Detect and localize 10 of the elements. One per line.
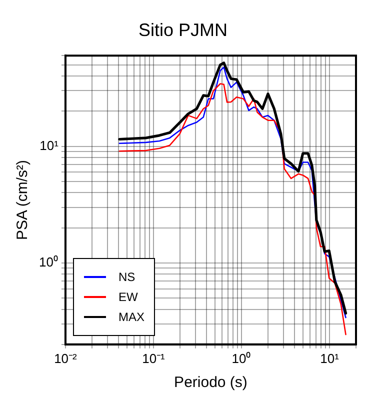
x-tick-label: 10⁻¹ [142, 350, 166, 366]
y-axis-title: PSA (cm/s²) [14, 160, 32, 240]
x-tick-label: 10⁰ [232, 350, 252, 366]
legend-label: MAX [118, 310, 144, 324]
x-tick-label: 10¹ [320, 350, 340, 366]
legend-label: NS [118, 270, 136, 284]
x-axis-title: Periodo (s) [174, 374, 248, 392]
legend-label: EW [118, 290, 138, 304]
chart-title: Sitio PJMN [138, 20, 228, 40]
x-tick-label: 10⁻² [54, 350, 78, 366]
